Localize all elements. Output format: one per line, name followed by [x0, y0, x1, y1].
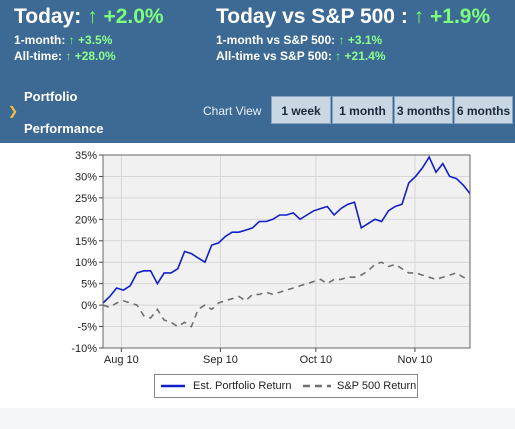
vs-month-value: +3.1% [347, 33, 383, 47]
vs-sp500-stats: Today vs S&P 500 : ↑ +1.9% 1-month vs S&… [216, 4, 490, 64]
tab-6-months[interactable]: 6 months [454, 96, 513, 124]
alltime-label: All-time: [14, 49, 62, 63]
vs-month-return: 1-month vs S&P 500: ↑ +3.1% [216, 32, 490, 48]
vs-month-label: 1-month vs S&P 500: [216, 33, 336, 47]
legend-sp500-label: S&P 500 Return [337, 380, 417, 392]
y-tick-label: -10% [71, 343, 97, 355]
nav-portfolio[interactable]: Portfolio [24, 89, 78, 104]
up-arrow-icon: ↑ [413, 5, 425, 28]
up-arrow-icon: ↑ [65, 49, 72, 63]
y-tick-label: 5% [81, 279, 97, 291]
y-tick-label: 30% [75, 171, 97, 183]
nav-performance[interactable]: Performance [24, 121, 104, 136]
summary-header: Today: ↑ +2.0% 1-month: ↑ +3.5% All-time… [0, 0, 515, 143]
vs-today-label: Today vs S&P 500 : [216, 5, 408, 28]
x-tick-label: Nov 10 [398, 354, 433, 366]
alltime-return: All-time: ↑ +28.0% [14, 48, 164, 64]
vs-alltime-return: All-time vs S&P 500: ↑ +21.4% [216, 48, 490, 64]
y-tick-label: 10% [75, 257, 97, 269]
today-label: Today: [14, 5, 82, 28]
plot-background [102, 154, 471, 349]
y-tick-label: 20% [75, 214, 97, 226]
performance-chart: 35% 30% 25% 20% 15% 10% 5% 0% -5% -10% Aug 10 Sep 1… [71, 150, 471, 366]
tab-3-months[interactable]: 3 months [394, 96, 453, 124]
month-return: 1-month: ↑ +3.5% [14, 32, 164, 48]
x-tick-label: Oct 10 [300, 354, 332, 366]
vs-today-value: +1.9% [430, 5, 491, 28]
sp500-return-line [102, 261, 471, 328]
portfolio-return-line [102, 155, 471, 304]
tab-1-week[interactable]: 1 week [271, 96, 331, 124]
today-value: +2.0% [103, 5, 164, 28]
tab-1-month[interactable]: 1 month [332, 96, 393, 124]
y-tick-label: 35% [75, 150, 97, 162]
up-arrow-icon: ↑ [87, 5, 98, 28]
chart-view-label: Chart View [203, 104, 262, 118]
vs-alltime-value: +21.4% [344, 49, 386, 63]
performance-chart-area: 35% 30% 25% 20% 15% 10% 5% 0% -5% -10% Aug 10 Sep 1… [0, 143, 515, 408]
x-tick-label: Aug 10 [104, 354, 139, 366]
y-tick-label: 25% [75, 193, 97, 205]
chevron-right-icon: ❯ [8, 104, 19, 118]
x-tick-label: Sep 10 [203, 354, 238, 366]
plot-border [102, 154, 471, 349]
up-arrow-icon: ↑ [335, 49, 342, 63]
chart-legend: Est. Portfolio Return S&P 500 Return [154, 374, 418, 398]
month-value: +3.5% [78, 33, 113, 47]
footer-strip [0, 408, 515, 429]
portfolio-stats: Today: ↑ +2.0% 1-month: ↑ +3.5% All-time… [14, 4, 164, 64]
y-tick-label: 15% [75, 236, 97, 248]
alltime-value: +28.0% [74, 49, 116, 63]
up-arrow-icon: ↑ [338, 33, 345, 47]
y-tick-label: 0% [81, 300, 97, 312]
month-label: 1-month: [14, 33, 66, 47]
legend-portfolio-label: Est. Portfolio Return [193, 380, 292, 392]
vs-today-return: Today vs S&P 500 : ↑ +1.9% [216, 4, 490, 30]
y-tick-label: -5% [77, 322, 97, 334]
up-arrow-icon: ↑ [68, 33, 75, 47]
vs-alltime-label: All-time vs S&P 500: [216, 49, 332, 63]
today-return: Today: ↑ +2.0% [14, 4, 164, 30]
